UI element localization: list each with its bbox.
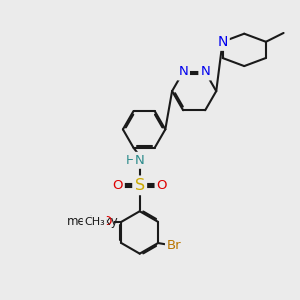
Text: N: N bbox=[178, 65, 188, 79]
Text: Br: Br bbox=[167, 239, 182, 253]
Text: CH₃: CH₃ bbox=[85, 217, 105, 227]
Text: N: N bbox=[200, 65, 210, 79]
Text: methoxy: methoxy bbox=[67, 215, 118, 228]
Text: O: O bbox=[101, 215, 112, 228]
Text: N: N bbox=[218, 35, 228, 49]
Text: H: H bbox=[125, 154, 135, 167]
Text: O: O bbox=[112, 179, 123, 192]
Text: N: N bbox=[135, 154, 145, 167]
Text: S: S bbox=[135, 178, 145, 193]
Text: O: O bbox=[157, 179, 167, 192]
